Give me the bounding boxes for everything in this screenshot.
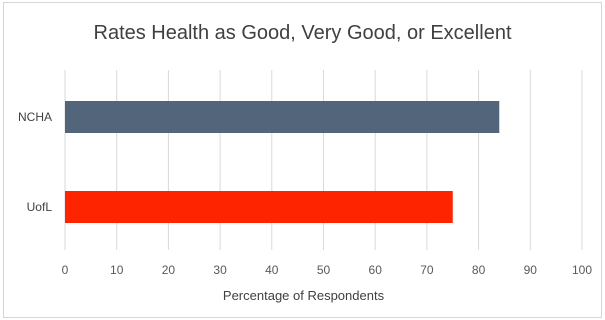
x-tick-label: 60 <box>369 263 383 277</box>
x-tick-label: 40 <box>265 263 279 277</box>
x-tick-labels: 0 10 20 30 40 50 60 70 80 90 100 <box>62 263 593 277</box>
bar-ncha <box>65 101 500 133</box>
x-tick-label: 30 <box>213 263 227 277</box>
chart-frame <box>3 2 602 318</box>
x-axis-label: Percentage of Respondents <box>223 288 385 303</box>
x-tick-label: 50 <box>317 263 331 277</box>
x-tick-label: 10 <box>110 263 124 277</box>
x-tick-label: 20 <box>162 263 176 277</box>
bars <box>65 101 500 223</box>
category-label: NCHA <box>18 110 52 124</box>
x-tick-label: 80 <box>472 263 486 277</box>
x-tick-label: 90 <box>524 263 538 277</box>
bar-uofl <box>65 191 453 223</box>
x-tick-label: 0 <box>62 263 69 277</box>
category-labels: NCHA UofL <box>18 110 52 214</box>
x-tick-label: 70 <box>420 263 434 277</box>
chart-title: Rates Health as Good, Very Good, or Exce… <box>93 22 512 44</box>
category-label: UofL <box>27 200 53 214</box>
x-tick-label: 100 <box>572 263 592 277</box>
